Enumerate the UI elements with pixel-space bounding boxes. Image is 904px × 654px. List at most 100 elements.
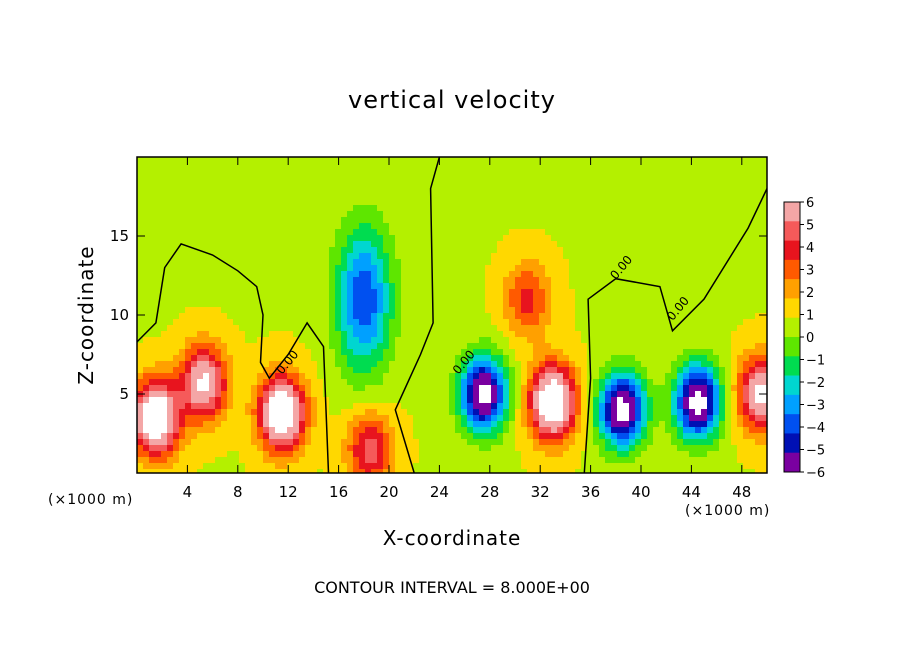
field-cell <box>533 205 540 212</box>
field-cell <box>269 301 276 308</box>
field-cell <box>575 337 582 344</box>
field-cell <box>443 355 450 362</box>
field-cell <box>281 385 288 392</box>
field-cell <box>491 343 498 350</box>
field-cell <box>215 199 222 206</box>
field-cell <box>347 337 354 344</box>
field-cell <box>485 469 492 473</box>
field-cell <box>563 247 570 254</box>
field-cell <box>683 319 690 326</box>
field-cell <box>521 199 528 206</box>
field-cell <box>563 349 570 356</box>
field-cell <box>335 373 342 380</box>
field-cell <box>467 331 474 338</box>
field-cell <box>383 271 390 278</box>
field-cell <box>437 175 444 182</box>
field-cell <box>689 343 696 350</box>
field-cell <box>155 469 162 473</box>
field-cell <box>365 271 372 278</box>
field-cell <box>425 337 432 344</box>
field-cell <box>485 289 492 296</box>
field-cell <box>161 433 168 440</box>
field-cell <box>437 379 444 386</box>
field-cell <box>461 295 468 302</box>
field-cell <box>443 181 450 188</box>
field-cell <box>551 301 558 308</box>
field-cell <box>173 325 180 332</box>
field-cell <box>503 205 510 212</box>
field-cell <box>317 169 324 176</box>
field-cell <box>521 193 528 200</box>
field-cell <box>137 397 144 404</box>
field-cell <box>473 241 480 248</box>
field-cell <box>299 313 306 320</box>
field-cell <box>407 229 414 236</box>
x-axis-label: X-coordinate <box>382 526 522 550</box>
field-cell <box>365 325 372 332</box>
field-cell <box>425 373 432 380</box>
field-cell <box>251 439 258 446</box>
field-cell <box>569 469 576 473</box>
field-cell <box>521 241 528 248</box>
field-cell <box>545 403 552 410</box>
field-cell <box>677 469 684 473</box>
field-cell <box>353 367 360 374</box>
field-cell <box>557 367 564 374</box>
field-cell <box>521 301 528 308</box>
field-cell <box>527 169 534 176</box>
field-cell <box>263 271 270 278</box>
field-cell <box>263 397 270 404</box>
field-cell <box>503 319 510 326</box>
field-cell <box>215 427 222 434</box>
field-cell <box>239 373 246 380</box>
field-cell <box>335 391 342 398</box>
field-cell <box>623 313 630 320</box>
field-cell <box>629 301 636 308</box>
field-cell <box>239 349 246 356</box>
field-cell <box>665 211 672 218</box>
field-cell <box>659 433 666 440</box>
field-cell <box>653 247 660 254</box>
field-cell <box>149 289 156 296</box>
field-cell <box>179 229 186 236</box>
field-cell <box>143 259 150 266</box>
field-cell <box>413 181 420 188</box>
field-cell <box>659 331 666 338</box>
field-cell <box>413 445 420 452</box>
field-cell <box>317 409 324 416</box>
field-cell <box>269 325 276 332</box>
field-cell <box>647 301 654 308</box>
field-cell <box>287 367 294 374</box>
field-cell <box>605 463 612 470</box>
field-cell <box>593 325 600 332</box>
field-cell <box>353 397 360 404</box>
field-cell <box>545 265 552 272</box>
field-cell <box>143 265 150 272</box>
field-cell <box>659 229 666 236</box>
field-cell <box>515 445 522 452</box>
field-cell <box>197 265 204 272</box>
field-cell <box>695 175 702 182</box>
field-cell <box>635 295 642 302</box>
field-cell <box>329 415 336 422</box>
field-cell <box>557 223 564 230</box>
field-cell <box>191 367 198 374</box>
field-cell <box>401 295 408 302</box>
field-cell <box>695 409 702 416</box>
field-cell <box>161 385 168 392</box>
field-cell <box>215 217 222 224</box>
field-cell <box>305 415 312 422</box>
field-cell <box>353 349 360 356</box>
field-cell <box>167 379 174 386</box>
field-cell <box>413 217 420 224</box>
field-cell <box>617 361 624 368</box>
field-cell <box>689 433 696 440</box>
field-cell <box>449 439 456 446</box>
field-cell <box>659 181 666 188</box>
field-cell <box>341 229 348 236</box>
field-cell <box>221 223 228 230</box>
field-cell <box>425 187 432 194</box>
field-cell <box>233 199 240 206</box>
field-cell <box>371 223 378 230</box>
field-cell <box>509 457 516 464</box>
